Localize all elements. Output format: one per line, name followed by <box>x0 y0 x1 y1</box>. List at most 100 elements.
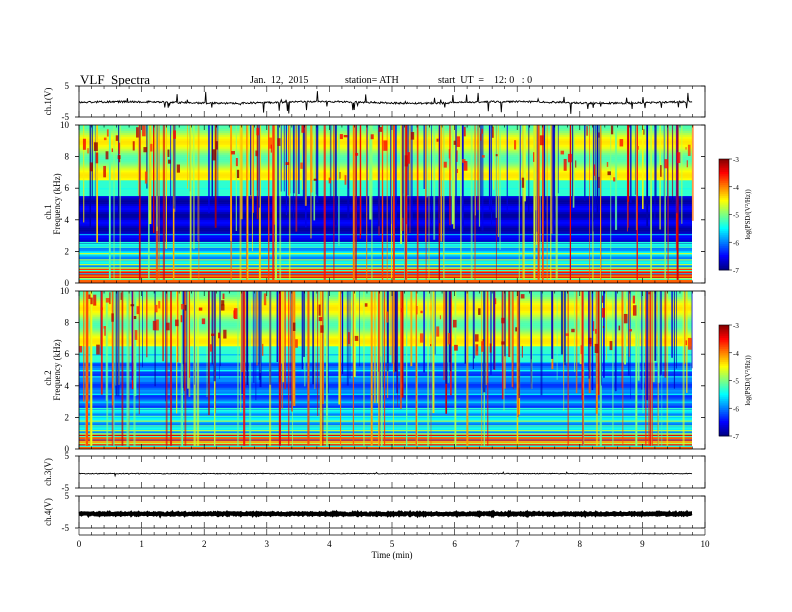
sferic-streak <box>131 291 133 381</box>
spectrogram-row <box>79 344 692 347</box>
y-tick-label: 5 <box>65 491 70 501</box>
hotspot <box>416 305 418 315</box>
sferic-streak <box>645 291 647 446</box>
hotspot <box>295 339 298 348</box>
spectrogram-row <box>79 304 692 308</box>
sferic-streak <box>671 291 673 358</box>
sferic-streak <box>433 125 436 240</box>
sferic-streak <box>508 291 511 357</box>
sferic-streak <box>268 125 270 280</box>
sferic-streak <box>279 125 282 280</box>
sferic-streak <box>246 125 249 280</box>
y-tick-label: -5 <box>62 483 70 493</box>
sferic-streak <box>403 125 405 280</box>
hotspot <box>383 140 388 151</box>
hotspot <box>481 341 484 352</box>
spectrogram-row <box>79 265 692 268</box>
sferic-streak <box>197 291 200 446</box>
spectrogram-row <box>79 308 692 312</box>
colorbar-segment <box>719 207 729 210</box>
sferic-streak <box>582 291 584 446</box>
narrowband-line <box>79 188 692 190</box>
sferic-streak <box>183 291 186 392</box>
hotspot <box>462 159 466 163</box>
sferic-streak <box>215 291 216 414</box>
sferic-streak <box>312 291 314 385</box>
spectrogram-row <box>79 413 692 416</box>
colorbar-segment <box>719 424 729 428</box>
hotspot <box>173 130 177 139</box>
hotspot <box>463 161 468 171</box>
sferic-streak <box>659 125 661 230</box>
colorbar-segment <box>719 223 729 226</box>
colorbar-segment <box>719 380 729 383</box>
sferic-streak <box>432 291 435 414</box>
sferic-streak <box>282 291 284 383</box>
sferic-streak <box>445 291 448 384</box>
colorbar-segment <box>719 428 729 431</box>
spectrogram-row <box>79 302 692 306</box>
hotspot <box>144 171 148 184</box>
sferic-streak <box>252 125 254 213</box>
sferic-streak <box>555 125 558 280</box>
colorbar-segment <box>719 183 729 186</box>
sferic-streak <box>410 291 413 367</box>
sferic-streak <box>676 291 677 369</box>
spectrogram-row <box>79 377 692 381</box>
colorbar-segment <box>719 201 729 204</box>
hotspot <box>456 150 458 162</box>
colorbar-tick-label: -5 <box>733 212 739 220</box>
hotspot <box>111 148 114 152</box>
x-tick-label: 0 <box>77 539 82 549</box>
sferic-streak <box>589 125 590 280</box>
hotspot <box>348 332 350 344</box>
y-tick-label: 8 <box>65 152 70 162</box>
sferic-streak <box>440 125 443 242</box>
sferic-streak <box>430 291 432 446</box>
narrowband-line <box>79 276 692 278</box>
sferic-streak <box>487 291 489 446</box>
sferic-streak <box>400 125 403 244</box>
hotspot <box>235 158 238 167</box>
spectrogram-row <box>79 291 692 294</box>
colorbar-segment <box>719 336 729 339</box>
sferic-streak <box>400 291 402 409</box>
y-tick-label: 6 <box>65 183 70 193</box>
sferic-streak <box>584 125 586 201</box>
sferic-streak <box>563 291 564 386</box>
hotspot <box>419 333 424 343</box>
colorbar-segment <box>719 326 729 330</box>
spectrogram-row <box>79 312 692 315</box>
hotspot <box>607 171 611 176</box>
spectrogram-row <box>79 267 692 270</box>
sferic-streak <box>165 291 168 446</box>
sferic-streak <box>636 125 638 280</box>
sferic-streak <box>259 291 262 388</box>
y-tick-label: 10 <box>60 120 70 130</box>
colorbar-segment <box>719 175 729 178</box>
y-tick-label: -5 <box>62 112 70 122</box>
spectrogram-row <box>79 411 692 414</box>
hotspot <box>354 335 359 341</box>
sferic-streak <box>298 125 300 195</box>
spectrogram-row <box>79 281 692 284</box>
sferic-streak <box>177 291 179 363</box>
colorbar-segment <box>719 208 729 212</box>
hotspot <box>261 343 264 356</box>
hotspot <box>111 313 114 322</box>
hotspot <box>167 159 171 164</box>
colorbar-segment <box>719 186 729 189</box>
hotspot <box>533 152 535 162</box>
sferic-streak <box>230 125 232 241</box>
hotspot <box>109 292 111 305</box>
spectrogram-row <box>79 125 692 128</box>
sferic-streak <box>112 291 114 406</box>
sferic-streak <box>490 291 492 375</box>
colorbar-segment <box>719 367 729 370</box>
colorbar-segment <box>719 218 729 221</box>
colorbar-segment <box>719 247 729 251</box>
sferic-streak <box>355 125 357 280</box>
sferic-streak <box>91 125 93 198</box>
spectrogram-row <box>79 437 692 440</box>
sferic-streak <box>244 291 246 377</box>
